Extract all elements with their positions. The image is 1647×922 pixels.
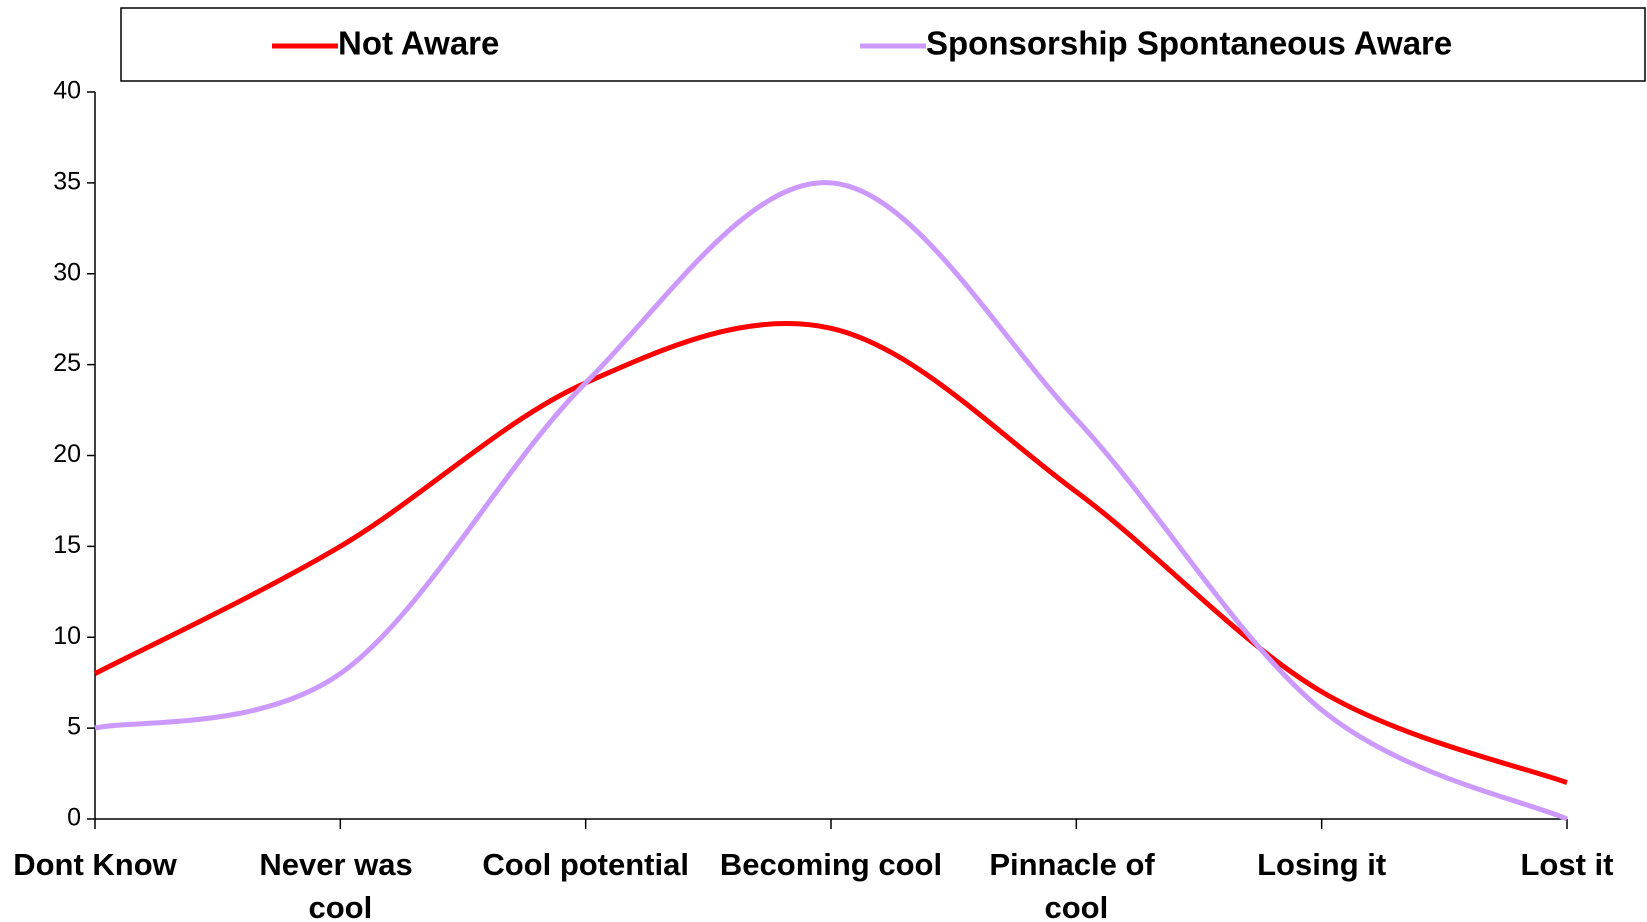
series-line xyxy=(94,180,1569,822)
series-line xyxy=(93,320,1568,785)
y-tick-label: 40 xyxy=(53,77,81,105)
y-tick-label: 25 xyxy=(53,349,81,377)
y-tick-label: 5 xyxy=(67,713,81,741)
y-tick-label: 35 xyxy=(53,167,81,195)
y-tick-label: 10 xyxy=(53,622,81,650)
x-tick-label: Never was cool xyxy=(259,847,421,922)
x-tick-label: Dont Know xyxy=(13,847,177,882)
x-tick-label: Becoming cool xyxy=(720,847,942,882)
y-tick-label: 30 xyxy=(53,258,81,286)
x-tick-label: Cool potential xyxy=(482,847,689,882)
legend-label: Sponsorship Spontaneous Aware xyxy=(926,25,1452,62)
legend-label: Not Aware xyxy=(338,25,499,62)
x-tick-label: Lost it xyxy=(1521,847,1614,882)
y-tick-label: 0 xyxy=(67,804,81,832)
y-tick-label: 20 xyxy=(53,440,81,468)
x-tick-label: Pinnacle of cool xyxy=(989,847,1163,922)
y-tick-label: 15 xyxy=(53,531,81,559)
x-tick-label: Losing it xyxy=(1257,847,1386,882)
